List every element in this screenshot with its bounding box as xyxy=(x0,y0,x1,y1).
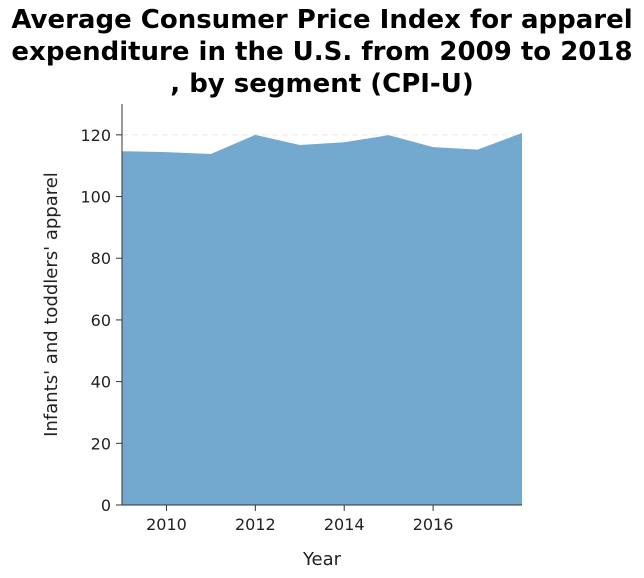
y-tick-label: 80 xyxy=(91,249,111,268)
y-tick-label: 60 xyxy=(91,311,111,330)
y-tick-label: 0 xyxy=(101,496,111,515)
y-tick-label: 40 xyxy=(91,373,111,392)
x-tick-label: 2014 xyxy=(324,515,365,534)
area-series xyxy=(122,132,522,505)
x-tick-label: 2010 xyxy=(146,515,187,534)
chart-title-line-3: , by segment (CPI-U) xyxy=(170,69,474,99)
x-tick-label: 2016 xyxy=(413,515,454,534)
y-axis-ticks: 0 20 40 60 80 100 120 xyxy=(80,126,122,515)
chart-title: Average Consumer Price Index for apparel… xyxy=(0,4,644,100)
x-axis-title: Year xyxy=(302,549,342,570)
plot-area xyxy=(122,132,522,505)
x-tick-label: 2012 xyxy=(235,515,276,534)
y-tick-label: 100 xyxy=(80,188,111,207)
y-axis-title: Infants' and toddlers' apparel xyxy=(41,172,62,437)
y-tick-label: 120 xyxy=(80,126,111,145)
axes: 0 20 40 60 80 100 120 2010 2012 2014 2016 xyxy=(80,104,522,534)
x-axis-ticks: 2010 2012 2014 2016 xyxy=(146,505,453,534)
y-tick-label: 20 xyxy=(91,434,111,453)
chart-title-line-2: expenditure in the U.S. from 2009 to 201… xyxy=(11,37,633,67)
chart-title-line-1: Average Consumer Price Index for apparel xyxy=(11,5,633,35)
